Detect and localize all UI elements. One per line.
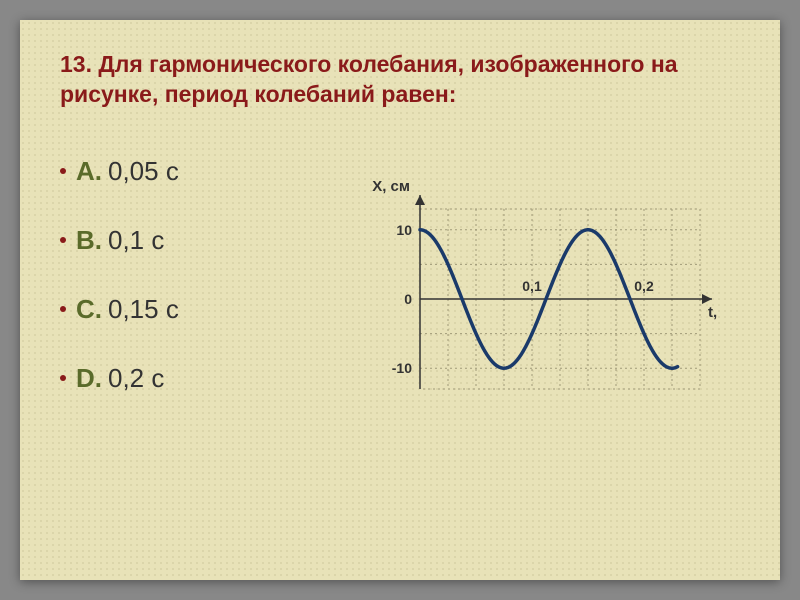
svg-text:0,2: 0,2 [634,278,654,294]
bullet-icon [60,306,66,312]
option-a[interactable]: А. 0,05 с [60,156,340,187]
option-d[interactable]: D. 0,2 с [60,363,340,394]
svg-text:t, с: t, с [708,304,720,321]
svg-text:Х, см: Х, см [372,179,410,195]
svg-text:0,1: 0,1 [522,278,542,294]
options-list: А. 0,05 с В. 0,1 с С. 0,15 с D. 0,2 с [60,156,340,432]
option-letter: В. [76,225,102,256]
option-letter: D. [76,363,102,394]
option-text: 0,05 с [108,156,179,187]
option-text: 0,15 с [108,294,179,325]
svg-text:-10: -10 [392,360,412,376]
slide: 13. Для гармонического колебания, изобра… [20,20,780,580]
option-c[interactable]: С. 0,15 с [60,294,340,325]
option-text: 0,2 с [108,363,164,394]
option-text: 0,1 с [108,225,164,256]
question-title: 13. Для гармонического колебания, изобра… [60,50,740,110]
svg-text:10: 10 [396,222,412,238]
content-row: А. 0,05 с В. 0,1 с С. 0,15 с D. 0,2 с 10… [60,156,740,432]
oscillation-chart: 10 0 -10 0,1 0,2 Х, см t, с [360,179,720,419]
option-letter: А. [76,156,102,187]
chart-container: 10 0 -10 0,1 0,2 Х, см t, с [340,156,740,432]
bullet-icon [60,237,66,243]
bullet-icon [60,168,66,174]
option-letter: С. [76,294,102,325]
bullet-icon [60,375,66,381]
option-b[interactable]: В. 0,1 с [60,225,340,256]
svg-text:0: 0 [404,291,412,307]
